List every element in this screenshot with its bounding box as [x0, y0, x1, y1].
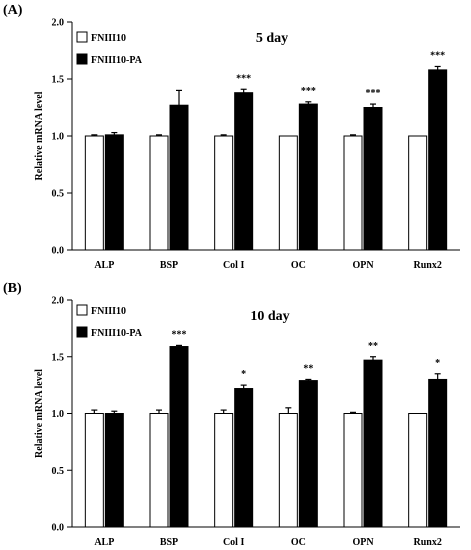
- bar-fniii10: [343, 413, 363, 528]
- bar-fniii10-pa: [363, 107, 383, 251]
- y-tick-label: 0.0: [52, 523, 65, 534]
- category-label: Runx2: [413, 537, 441, 548]
- bar-fniii10: [278, 135, 298, 251]
- category-label: OC: [291, 537, 306, 548]
- panel-label: (A): [3, 3, 23, 18]
- category-label: Runx2: [413, 260, 441, 271]
- bar-fniii10-pa: [104, 134, 124, 251]
- y-axis-label: Relative mRNA level: [34, 369, 45, 458]
- legend-swatch: [76, 326, 88, 338]
- significance-mark: ***: [366, 88, 381, 99]
- y-tick-label: 0.0: [52, 246, 65, 257]
- bar-fniii10-pa: [298, 103, 318, 251]
- chart-panel-b: (B) 10 day 0.0 0.5 1.0 1.5 2.0 Relative mRNA le…: [3, 281, 460, 548]
- legend-label: FNIII10: [91, 306, 126, 317]
- significance-mark: ***: [301, 86, 316, 97]
- y-tick-label: 1.0: [52, 409, 65, 420]
- bar-fniii10: [214, 135, 234, 251]
- significance-mark: **: [368, 341, 378, 352]
- bar-fniii10: [84, 413, 104, 528]
- category-label: Col I: [223, 537, 245, 548]
- bar-fniii10: [149, 413, 169, 528]
- category-label: OPN: [352, 537, 374, 548]
- legend-label: FNIII10-PA: [91, 328, 143, 339]
- category-label: ALP: [94, 260, 114, 271]
- y-tick-label: 2.0: [52, 296, 65, 307]
- y-tick-label: 0.5: [52, 189, 65, 200]
- bar-fniii10-pa: [104, 413, 124, 528]
- category-label: OC: [291, 260, 306, 271]
- bar-fniii10-pa: [428, 69, 448, 251]
- category-label: ALP: [94, 537, 114, 548]
- panel-label: (B): [3, 281, 22, 296]
- category-label: Col I: [223, 260, 245, 271]
- bar-fniii10-pa: [169, 346, 189, 528]
- legend-swatch: [76, 53, 88, 65]
- category-label: OPN: [352, 260, 374, 271]
- legend-swatch: [76, 31, 88, 43]
- y-axis-label: Relative mRNA level: [34, 91, 45, 180]
- bar-fniii10-pa: [298, 380, 318, 528]
- y-tick-label: 1.5: [52, 352, 65, 363]
- chart-title: 5 day: [256, 31, 288, 46]
- category-label: BSP: [160, 537, 178, 548]
- bar-fniii10-pa: [234, 388, 254, 528]
- legend-label: FNIII10-PA: [91, 55, 143, 66]
- category-label: BSP: [160, 260, 178, 271]
- significance-mark: *: [241, 369, 246, 380]
- significance-mark: **: [303, 363, 313, 374]
- y-tick-label: 1.5: [52, 75, 65, 86]
- bar-fniii10: [84, 135, 104, 251]
- bar-fniii10-pa: [428, 378, 448, 528]
- bar-fniii10: [408, 413, 428, 528]
- significance-mark: ***: [430, 50, 445, 61]
- legend-label: FNIII10: [91, 33, 126, 44]
- bar-fniii10: [408, 135, 428, 251]
- bar-fniii10: [278, 413, 298, 528]
- bar-fniii10-pa: [234, 92, 254, 251]
- bar-fniii10: [214, 413, 234, 528]
- bar-fniii10-pa: [363, 359, 383, 528]
- significance-mark: ***: [172, 329, 187, 340]
- y-tick-label: 2.0: [52, 18, 65, 29]
- bar-fniii10: [343, 135, 363, 251]
- y-tick-label: 1.0: [52, 132, 65, 143]
- bar-fniii10-pa: [169, 104, 189, 251]
- bar-fniii10: [149, 135, 169, 251]
- chart-title: 10 day: [250, 309, 289, 324]
- chart-panel-a: (A) 5 day 0.0 0.5 1.0 1.5 2.0 Relative mRNA lev…: [3, 3, 460, 271]
- significance-mark: ***: [236, 73, 251, 84]
- legend-swatch: [76, 304, 88, 316]
- y-tick-label: 0.5: [52, 466, 65, 477]
- significance-mark: *: [435, 358, 440, 369]
